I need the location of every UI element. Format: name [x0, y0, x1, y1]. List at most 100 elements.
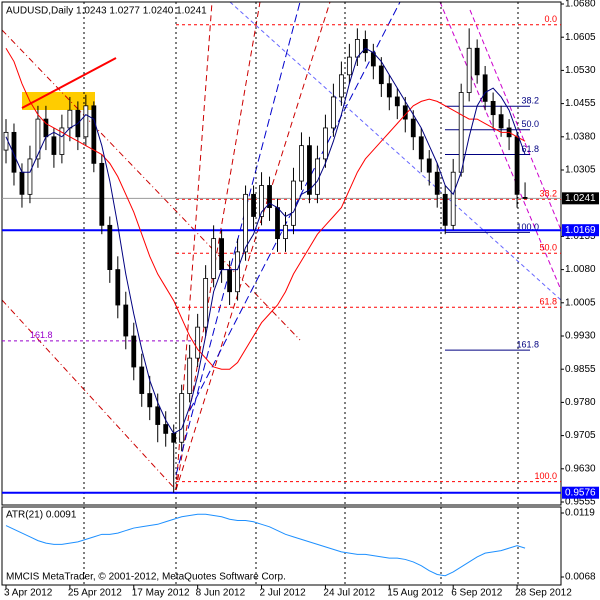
- candle-body: [115, 269, 121, 306]
- candle-body: [442, 193, 448, 226]
- price-marker-label: 1.0241: [565, 193, 596, 204]
- candle-body: [243, 193, 248, 253]
- fib-label: 100.0: [534, 471, 557, 481]
- fan-line: [175, 1, 331, 491]
- candle-body: [195, 326, 201, 359]
- candle-body: [187, 357, 193, 394]
- candle-body: [203, 278, 209, 328]
- footer: MMCIS MetaTrader, © 2001-2012, MetaQuote…: [6, 572, 286, 583]
- x-tick-label: 24 Jul 2012: [323, 588, 375, 599]
- candle-body: [67, 109, 73, 129]
- candle-body: [450, 171, 456, 226]
- candle-body: [179, 393, 185, 443]
- candle-body: [59, 127, 65, 155]
- candle-body: [211, 238, 217, 279]
- chart-title: AUDUSD,Daily 1.0243 1.0277 1.0240 1.0241: [6, 6, 207, 17]
- candle-body: [362, 39, 368, 54]
- candle-body: [3, 131, 9, 151]
- candle-body: [354, 39, 360, 58]
- fib-label: 161.8: [30, 330, 53, 340]
- candle-body: [219, 238, 225, 270]
- candle-body: [498, 114, 504, 129]
- y-tick-label: 0.9555: [565, 497, 596, 508]
- candle-body: [307, 145, 312, 195]
- channel-line: [439, 1, 562, 291]
- candle-body: [410, 118, 416, 138]
- candle-body: [466, 47, 472, 93]
- candle-body: [338, 74, 344, 98]
- candle-body: [51, 136, 57, 155]
- candle-body: [131, 335, 137, 368]
- y-tick-label: 1.0305: [565, 165, 596, 176]
- x-tick-label: 25 Apr 2012: [68, 588, 122, 599]
- y-tick-label: 0.9705: [565, 430, 596, 441]
- fib-label: 50.0: [539, 243, 557, 253]
- candle-body: [147, 393, 153, 408]
- y-tick-label: 1.0455: [565, 98, 596, 109]
- candle-body: [418, 136, 424, 160]
- candle-body: [283, 224, 288, 240]
- trend-line: [1, 299, 177, 491]
- fib-label: 61.8: [539, 297, 557, 307]
- candle-body: [323, 127, 328, 160]
- candle-body: [386, 83, 392, 98]
- candle-body: [227, 269, 232, 293]
- x-tick-label: 3 Apr 2012: [4, 588, 53, 599]
- y-tick-label: 0.9930: [565, 331, 596, 342]
- candle-body: [19, 171, 25, 195]
- candle-body: [91, 105, 97, 164]
- line-series: [5, 513, 526, 577]
- x-tick-label: 8 Jun 2012: [196, 588, 246, 599]
- y-tick-label: 1.0605: [565, 32, 596, 43]
- line-series: [5, 47, 526, 435]
- y-tick-label: 1.0155: [565, 231, 596, 242]
- candle-body: [331, 96, 336, 129]
- atr-panel-border: [1, 506, 562, 586]
- candle-body: [315, 158, 320, 195]
- price-marker-box: [562, 192, 599, 205]
- x-tick-label: 2 Jul 2012: [260, 588, 307, 599]
- trend-line: [21, 57, 117, 109]
- y-tick-label: 1.0530: [565, 65, 596, 76]
- candle-body: [139, 366, 145, 394]
- candle-body: [107, 224, 113, 270]
- fib-label: 61.8: [521, 144, 539, 154]
- candle-body: [275, 207, 280, 240]
- y-tick-label: 0.0119: [565, 508, 595, 519]
- price-marker-box: [562, 486, 599, 499]
- line-series: [5, 48, 526, 370]
- candle-body: [99, 162, 105, 226]
- candle-body: [291, 180, 296, 226]
- candle-body: [35, 118, 41, 160]
- fib-label: 50.0: [521, 119, 539, 129]
- candle-body: [259, 185, 264, 217]
- y-tick-label: 0.0068: [565, 572, 596, 583]
- y-tick-label: 1.0080: [565, 264, 596, 275]
- candle-body: [171, 432, 177, 443]
- candle-body: [458, 92, 464, 173]
- candle-body: [474, 47, 480, 76]
- candle-body: [522, 197, 528, 199]
- price-marker-label: 1.0169: [565, 225, 596, 236]
- x-tick-label: 15 Aug 2012: [387, 588, 444, 599]
- candle-body: [426, 158, 432, 173]
- y-tick-label: 0.9630: [565, 463, 596, 474]
- candle-body: [434, 171, 440, 195]
- candle-body: [155, 406, 161, 425]
- indicator-title: ATR(21) 0.0091: [6, 510, 77, 521]
- candle-body: [163, 424, 169, 434]
- highlight-box: [22, 92, 95, 110]
- fib-label: 161.8: [516, 340, 539, 350]
- candle-body: [490, 100, 496, 116]
- x-tick-label: 28 Sep 2012: [515, 588, 572, 599]
- y-tick-label: 1.0005: [565, 297, 596, 308]
- candle-body: [251, 193, 256, 217]
- y-tick-label: 1.0380: [565, 131, 596, 142]
- x-tick-label: 6 Sep 2012: [451, 588, 503, 599]
- price-marker-label: 0.9576: [565, 487, 596, 498]
- y-tick-label: 1.0680: [565, 0, 596, 10]
- candle-body: [482, 74, 488, 102]
